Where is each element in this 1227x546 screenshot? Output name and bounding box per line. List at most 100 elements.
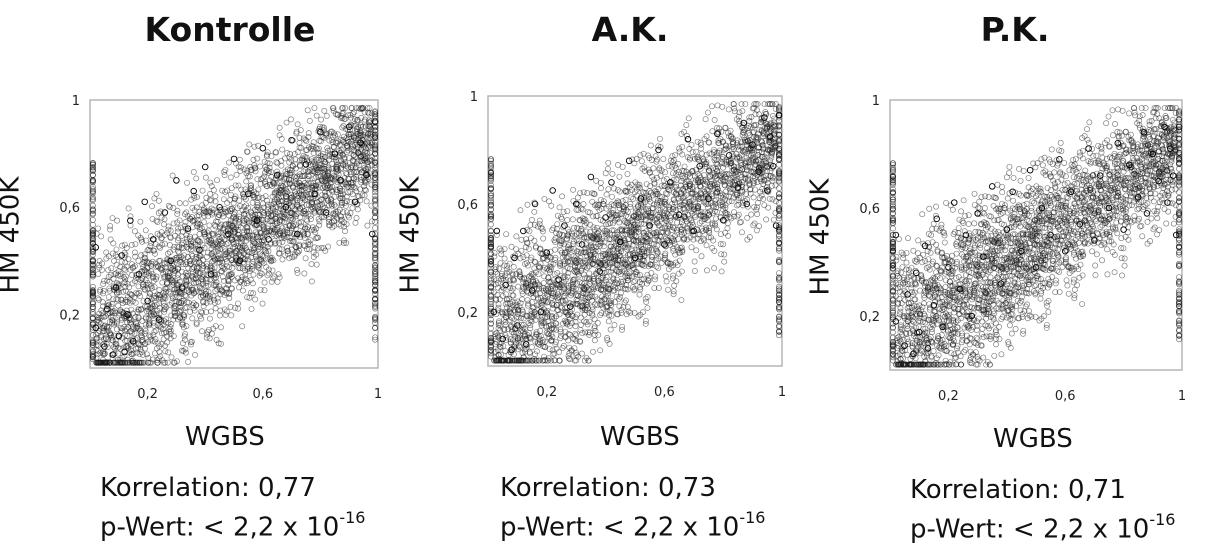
cloud-point [137,306,144,313]
cloud-point [503,309,510,316]
cloud-point [225,212,232,219]
cloud-point [372,109,379,116]
cloud-point [358,105,365,111]
cloud-point [577,249,584,256]
cloud-point [121,352,128,359]
cloud-point [719,103,726,110]
cloud-point [233,239,240,246]
cloud-point [292,243,299,250]
cloud-point [617,290,624,296]
cloud-point [303,216,310,223]
cloud-point [220,225,227,232]
cloud-point [308,204,315,211]
cloud-point [146,270,152,277]
cloud-point [309,182,316,189]
cloud-point [656,237,662,244]
cloud-point [128,292,135,299]
cloud-point [138,359,145,366]
cloud-point [658,259,665,266]
cloud-point [698,161,705,168]
cloud-point [697,139,704,146]
data-point [368,230,376,238]
cloud-point [242,186,249,193]
cloud-point [537,245,544,252]
cloud-point [284,250,291,257]
cloud-point [261,237,268,244]
cloud-point [548,312,555,319]
cloud-point [607,220,614,226]
cloud-point [554,277,561,284]
data-point [92,244,100,251]
cloud-point [753,101,759,108]
cloud-point [149,215,156,222]
cloud-point [240,229,247,236]
cloud-point [142,237,149,244]
cloud-point [626,270,633,277]
cloud-point [698,253,705,260]
cloud-point [249,249,256,256]
cloud-point [123,245,130,251]
cloud-point [217,229,224,236]
cloud-point [250,290,257,297]
cloud-point [608,312,615,319]
cloud-point [231,195,238,202]
cloud-point [196,288,203,295]
cloud-point [660,156,667,162]
cloud-point [122,299,129,306]
cloud-point [573,296,580,303]
cloud-point [106,330,113,337]
cloud-point [167,335,174,342]
cloud-point [334,179,341,186]
cloud-point [644,304,651,311]
cloud-point [668,263,675,270]
cloud-point [136,290,142,297]
cloud-point [110,240,117,247]
cloud-point [539,225,546,232]
cloud-point [510,263,517,270]
cloud-point [260,253,267,260]
cloud-point [335,171,342,178]
cloud-point [294,266,300,273]
cloud-point [89,332,96,339]
cloud-point [730,146,737,152]
cloud-point [194,194,200,201]
cloud-point [211,299,218,306]
cloud-point [655,207,662,214]
data-point [331,150,339,157]
cloud-point [164,273,171,279]
cloud-point [232,215,239,222]
cloud-point [109,300,116,307]
cloud-point [610,185,617,192]
cloud-point [281,155,288,162]
cloud-point [183,277,190,284]
cloud-point [731,105,738,112]
cloud-point [151,284,158,291]
cloud-point [227,303,234,310]
data-point [141,198,148,206]
cloud-point [89,168,96,175]
cloud-point [611,322,618,328]
cloud-point [153,273,160,280]
cloud-point [193,259,200,266]
cloud-point [605,268,612,275]
cloud-point [361,118,368,125]
cloud-point [574,256,581,263]
cloud-point [97,287,104,293]
cloud-point [203,288,209,295]
cloud-point [281,234,288,241]
cloud-point [646,225,653,232]
cloud-point [705,167,712,173]
cloud-point [232,249,239,256]
cloud-point [291,205,298,212]
cloud-point [498,287,505,294]
cloud-point [357,132,364,139]
cloud-point [731,209,737,216]
cloud-point [89,239,96,246]
cloud-point [158,235,165,242]
cloud-point [590,213,597,220]
cloud-point [114,253,121,260]
cloud-point [372,336,379,343]
cloud-point [632,278,639,284]
cloud-point [602,230,609,237]
cloud-point [282,190,289,196]
